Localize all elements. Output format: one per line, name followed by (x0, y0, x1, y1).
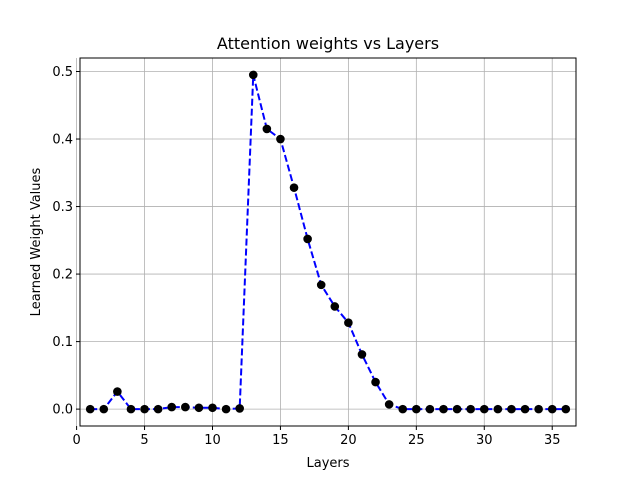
x-tick-label: 30 (476, 433, 493, 448)
data-point (452, 404, 462, 414)
data-point (425, 404, 435, 414)
data-point (371, 377, 380, 387)
data-point (181, 402, 190, 412)
data-point (153, 404, 163, 414)
data-point (303, 234, 312, 244)
y-tick-label: 0.5 (52, 65, 73, 80)
x-tick-label: 15 (272, 433, 289, 448)
data-point (276, 134, 285, 144)
plot-area-frame (79, 57, 577, 427)
data-point (167, 402, 177, 412)
x-tick-label: 0 (72, 433, 80, 448)
x-axis-label: Layers (306, 456, 349, 471)
data-point (534, 404, 543, 414)
y-tick-label: 0.2 (52, 268, 73, 283)
x-axis-ticks: 0 5 10 15 20 25 30 35 (72, 426, 560, 448)
data-point (208, 403, 217, 413)
data-point (289, 183, 299, 192)
data-point (221, 404, 231, 414)
data-point (466, 404, 475, 414)
data-point (493, 404, 503, 414)
grid-lines (76, 58, 576, 426)
x-tick-label: 5 (140, 433, 148, 448)
y-tick-label: 0.4 (52, 133, 73, 148)
series-points-group (85, 70, 571, 414)
data-point (316, 280, 326, 290)
y-axis-label: Learned Weight Values (29, 167, 44, 316)
y-tick-label: 0.3 (52, 200, 73, 215)
data-point (262, 124, 272, 134)
x-tick-label: 20 (340, 433, 357, 448)
x-tick-label: 25 (408, 433, 425, 448)
data-point (344, 318, 353, 327)
y-tick-label: 0.0 (52, 403, 73, 418)
data-point (194, 403, 204, 413)
chart-title: Attention weights vs Layers (217, 34, 439, 53)
x-tick-label: 35 (544, 433, 561, 448)
data-point (439, 404, 448, 414)
x-tick-label: 10 (204, 433, 221, 448)
data-point (412, 404, 421, 414)
data-point (235, 404, 244, 413)
data-point (126, 404, 136, 414)
data-point (99, 404, 109, 414)
data-point (357, 350, 367, 359)
data-point (561, 404, 571, 414)
y-tick-label: 0.1 (52, 335, 73, 350)
data-point (140, 404, 149, 414)
data-point (520, 404, 530, 414)
data-point (248, 70, 258, 80)
data-point (398, 404, 408, 414)
data-point (330, 302, 340, 311)
data-point (113, 387, 122, 396)
data-point (479, 404, 489, 414)
data-point (547, 404, 557, 414)
data-point (85, 404, 95, 414)
data-point (384, 400, 394, 409)
y-axis-ticks: 0.0 0.1 0.2 0.3 0.4 0.5 (52, 65, 80, 418)
data-point (507, 404, 516, 414)
